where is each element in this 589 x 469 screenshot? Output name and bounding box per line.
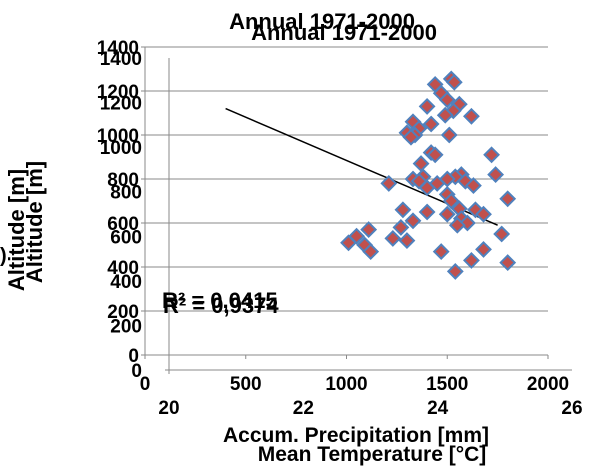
data-point-11 [422,115,440,133]
x-tick-label-1500: 1500 [426,374,468,395]
x2-tick-label-20: 20 [158,398,179,419]
data-point-29 [487,166,505,184]
data-point-34 [442,192,460,210]
data-point-19 [483,146,500,164]
y-axis-title-front: Altitude [m] [22,161,47,283]
x2-tick-label-26: 26 [561,398,582,419]
x-tick-label-2000: 2000 [527,374,569,395]
y2-tick-label-400: 400 [110,272,142,293]
data-point-49 [493,225,511,243]
data-point-28 [465,177,482,195]
data-point-4 [438,91,456,109]
data-point-20 [412,155,430,173]
data-point-41 [438,205,456,223]
y2-tick-label-1400: 1400 [100,49,142,70]
data-point-16 [402,128,420,146]
data-point-52 [340,234,357,252]
data-point-40 [475,205,492,223]
data-point-37 [418,203,436,221]
y-tick-label-400: 400 [107,258,139,279]
x-axis-title-front: Accum. Precipitation [mm] [223,424,489,447]
x-tick-label-500: 500 [230,374,262,395]
data-point-9 [463,107,480,125]
data-point-35 [499,190,517,208]
data-point-36 [394,201,412,219]
gridlines [145,46,548,312]
y-axis-title-back: Altitude [m] [4,169,29,291]
y-tick-label-200: 200 [107,302,139,323]
y-tick-label-1000: 1000 [97,126,139,147]
x2-tick-label-24: 24 [427,398,449,419]
data-point-32 [418,179,436,197]
data-point-8 [436,106,454,124]
data-point-18 [426,146,444,164]
data-point-43 [404,212,422,230]
chart-title-back: Annual 1971-2000 [229,9,415,34]
r2-label-front: R² = 0,0415 [162,288,278,313]
y2-tick-label-0: 0 [131,361,142,382]
data-point-56 [362,243,380,261]
y-tick-label-600: 600 [107,214,139,235]
data-point-58 [499,254,517,272]
x-axis-title-back: Mean Temperature [°C] [258,443,487,466]
y2-tick-label-800: 800 [110,183,142,204]
data-point-47 [360,221,378,239]
data-point-6 [418,97,436,115]
y-tick-label-1200: 1200 [97,82,139,103]
y2-tick-label-600: 600 [110,227,142,248]
data-points [340,70,517,280]
data-point-46 [392,218,410,236]
x2-tick-label-22: 22 [293,398,314,419]
y-tick-label-800: 800 [107,170,139,191]
data-point-30 [380,174,398,192]
data-point-45 [448,216,466,234]
data-point-55 [432,243,450,261]
data-point-15 [440,126,458,144]
data-point-51 [398,232,416,250]
data-point-50 [384,229,402,247]
y-tick-label-0: 0 [128,346,139,367]
axes [141,46,572,374]
legend-fragment: ) [0,245,7,267]
x-tick-label-1000: 1000 [325,374,367,395]
data-point-1 [445,73,463,91]
data-point-54 [475,240,492,258]
r2-label-back: R² = 0,9374 [163,293,279,318]
tick-labels: 0200400600800100012001400020040060080010… [97,38,583,419]
data-point-57 [463,251,480,269]
chart-title-front: Annual 1971-2000 [251,20,437,45]
y-tick-label-1400: 1400 [97,38,139,59]
x-tick-label-0: 0 [140,374,151,395]
data-point-59 [446,262,464,280]
y2-tick-label-200: 200 [110,316,142,337]
y2-tick-label-1000: 1000 [100,138,142,159]
y2-tick-label-1200: 1200 [100,94,142,115]
